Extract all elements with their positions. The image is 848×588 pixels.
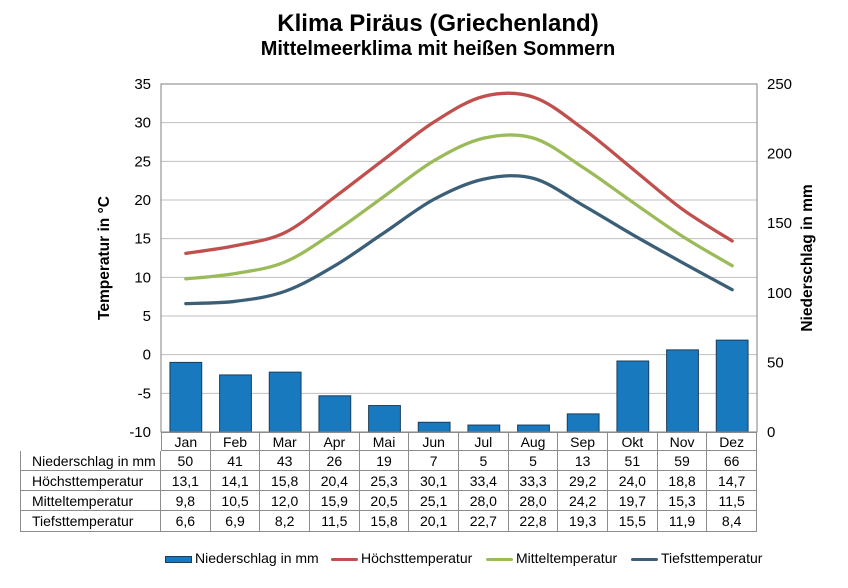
svg-text:20: 20 (134, 192, 151, 209)
svg-text:200: 200 (767, 146, 792, 163)
svg-text:25: 25 (134, 153, 151, 170)
svg-text:-10: -10 (129, 424, 151, 441)
svg-text:35: 35 (134, 76, 151, 93)
svg-text:50: 50 (767, 354, 784, 371)
svg-text:10: 10 (134, 269, 151, 286)
svg-text:-5: -5 (138, 385, 151, 402)
svg-text:250: 250 (767, 76, 792, 93)
svg-text:0: 0 (143, 347, 151, 364)
svg-text:Niederschlag in mm: Niederschlag in mm (799, 184, 816, 331)
svg-text:5: 5 (143, 308, 151, 325)
svg-text:0: 0 (767, 424, 775, 441)
svg-text:Temperatur in °C: Temperatur in °C (96, 196, 113, 320)
svg-text:15: 15 (134, 231, 151, 248)
svg-text:30: 30 (134, 115, 151, 132)
svg-text:100: 100 (767, 285, 792, 302)
svg-text:150: 150 (767, 215, 792, 232)
